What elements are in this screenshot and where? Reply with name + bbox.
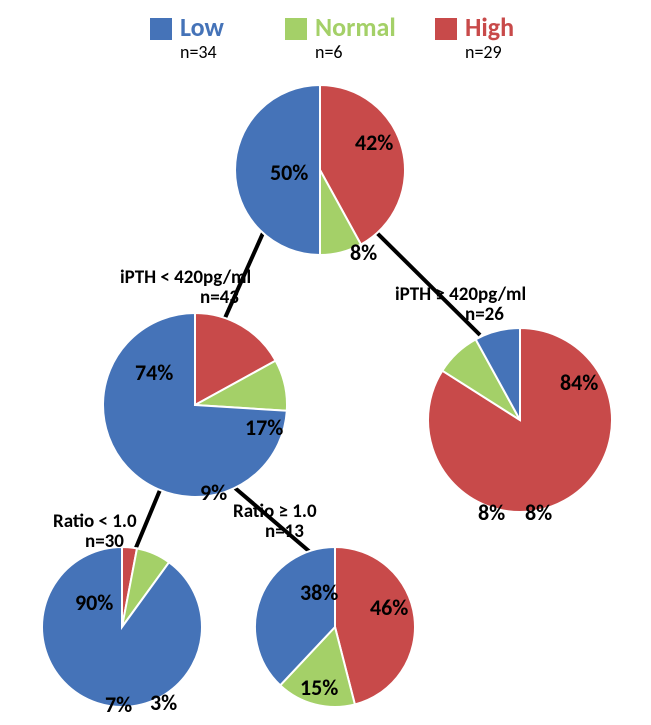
legend-sub-normal: n=6 bbox=[315, 41, 343, 63]
pie-leaf_left-slice-low bbox=[42, 547, 202, 707]
pie-leaf_left bbox=[42, 547, 202, 707]
pie-right1 bbox=[428, 328, 612, 512]
legend-sub-low: n=34 bbox=[180, 41, 217, 63]
pie-leaf_left-label-low: 90% bbox=[75, 589, 113, 616]
pie-leaf_right-label-low: 38% bbox=[300, 579, 338, 606]
pie-leaf_right-label-normal: 15% bbox=[300, 674, 338, 701]
pie-right1-label-low: 8% bbox=[478, 499, 505, 526]
branch-sub-3: n=13 bbox=[265, 520, 304, 543]
legend-label-low: Low bbox=[180, 11, 225, 43]
pie-root bbox=[235, 85, 405, 255]
legend-label-high: High bbox=[465, 11, 514, 43]
legend-swatch-high bbox=[435, 18, 457, 40]
pie-left1-label-low: 74% bbox=[135, 359, 173, 386]
legend-swatch-low bbox=[150, 18, 172, 40]
branch-label-1: iPTH ≥ 420pg/ml bbox=[395, 283, 526, 306]
pie-leaf_left-label-high: 3% bbox=[150, 689, 177, 716]
pie-root-label-low: 50% bbox=[270, 159, 308, 186]
pie-root-label-normal: 8% bbox=[350, 239, 377, 266]
pie-root-label-high: 42% bbox=[355, 129, 393, 156]
legend-label-normal: Normal bbox=[315, 11, 396, 43]
branch-sub-2: n=30 bbox=[85, 530, 124, 553]
branch-sub-1: n=26 bbox=[465, 303, 504, 326]
pie-left1 bbox=[103, 313, 287, 497]
branch-sub-0: n=43 bbox=[200, 286, 239, 309]
pie-left1-label-normal: 9% bbox=[200, 479, 227, 506]
pie-right1-label-high: 84% bbox=[560, 369, 598, 396]
pie-left1-label-high: 17% bbox=[245, 414, 283, 441]
legend-swatch-normal bbox=[285, 18, 307, 40]
pie-leaf_right-label-high: 46% bbox=[370, 594, 408, 621]
pie-leaf_left-label-normal: 7% bbox=[105, 691, 132, 718]
pie-right1-label-normal: 8% bbox=[525, 499, 552, 526]
legend-sub-high: n=29 bbox=[465, 41, 502, 63]
connector-2 bbox=[135, 490, 160, 550]
